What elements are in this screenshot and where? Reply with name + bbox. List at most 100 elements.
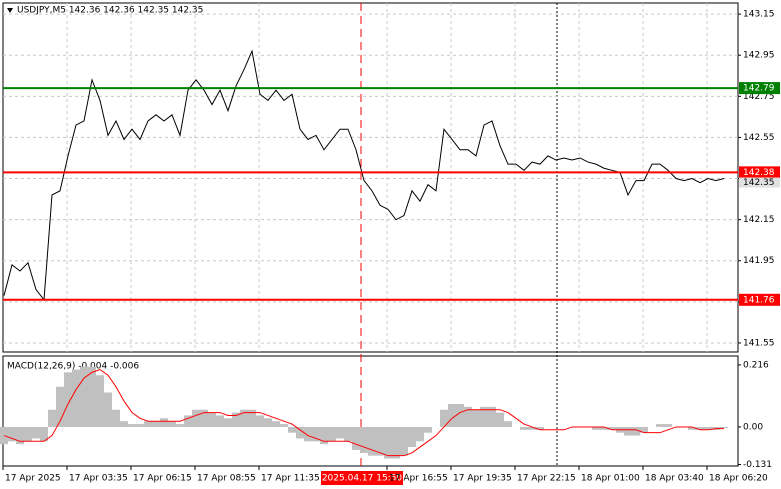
x-tick-label: 17 Apr 06:15 [133,474,192,484]
level-label: 141.76 [743,295,775,305]
macd-bar [72,369,80,427]
macd-bar [704,426,712,430]
macd-bar [104,392,112,427]
cursor-label: 2025.04.17 15:50 [322,474,403,484]
macd-bar [192,409,200,427]
macd-bar [408,426,416,448]
price-line [3,49,725,302]
macd-bar [96,375,104,427]
macd-bar [48,409,56,427]
macd-bar [416,426,424,442]
macd-bar [592,426,600,430]
macd-bar [600,426,608,430]
macd-bar [152,421,160,427]
x-tick-label: 18 Apr 06:20 [709,474,768,484]
macd-bar [120,421,128,427]
y-tick-label: -0.131 [743,460,772,470]
last-price-bg [739,177,780,188]
macd-bar [520,426,528,430]
macd-bar [608,426,616,430]
macd-bar [88,366,96,427]
macd-bar [480,406,488,427]
macd-bar [496,412,504,427]
macd-bar [368,426,376,456]
level-label-bg [739,293,780,306]
x-tick-label: 17 Apr 22:15 [517,474,576,484]
x-tick-label: 17 Apr 11:35 [261,474,320,484]
macd-bar [392,426,400,459]
x-tick-label: 18 Apr 03:40 [645,474,704,484]
x-tick-label: 17 Apr 19:35 [453,474,512,484]
y-tick-label: 142.75 [743,92,775,102]
macd-bar [248,409,256,427]
last-price-label: 142.35 [743,178,775,188]
level-label-bg [739,82,780,95]
macd-bar [64,372,72,427]
macd-bar [288,426,296,433]
level-label-bg [739,166,780,179]
chart-title: USDJPY,M5 142.36 142.36 142.35 142.35 [17,6,203,16]
cursor-label-bg [321,471,403,485]
macd-bar [456,403,464,427]
x-tick-label: 18 Apr 01:00 [581,474,640,484]
macd-bar [320,426,328,445]
macd-bar [16,426,24,445]
macd-bar [640,426,648,433]
macd-bar [128,424,136,427]
macd-bar [32,426,40,439]
y-tick-label: 0.00 [743,422,763,432]
macd-bar [232,412,240,427]
macd-bar [376,426,384,456]
macd-bar [168,421,176,427]
macd-bar [528,426,536,430]
macd-bar [424,426,432,433]
macd-bar [184,415,192,427]
macd-bar [624,426,632,436]
y-tick-label: 141.55 [743,338,775,348]
x-tick-label: 17 Apr 2025 [5,474,61,484]
x-tick-label: 17 Apr 08:55 [197,474,256,484]
macd-bar [360,426,368,453]
macd-bar [384,426,392,459]
macd-bar [656,424,664,427]
macd-bar [688,426,696,430]
macd-bar [40,426,48,442]
macd-bar [256,415,264,427]
macd-bar [176,424,184,427]
macd-bar [208,412,216,427]
macd-bar [24,426,32,442]
macd-bar [696,426,704,430]
macd-bar [344,426,352,442]
macd-bar [224,418,232,427]
macd-bar [448,403,456,427]
y-tick-label: 142.55 [743,133,775,143]
macd-bar [336,426,344,439]
y-tick-label: 141.95 [743,256,775,266]
macd-pane [2,355,739,467]
level-label: 142.79 [743,84,775,94]
y-tick-label: 0.216 [743,360,769,370]
y-tick-label: 142.15 [743,215,775,225]
macd-bar [264,418,272,427]
menu-icon [7,8,13,13]
macd-bar [440,409,448,427]
macd-bar [664,424,672,427]
signal-line [3,368,724,457]
x-tick-label: 17 Apr 03:35 [69,474,128,484]
y-tick-label: 143.15 [743,10,775,20]
macd-bar [536,426,544,430]
level-label: 142.38 [743,168,775,178]
macd-bar [296,426,304,439]
macd-bar [8,426,16,442]
macd-bar [328,426,336,442]
macd-bar [160,418,168,427]
macd-bar [144,421,152,427]
macd-bar [312,426,320,442]
macd-bar [352,426,360,450]
macd-bar [472,409,480,427]
macd-bar [240,409,248,427]
macd-bar [112,409,120,427]
macd-bar [136,424,144,427]
macd-bar [216,415,224,427]
